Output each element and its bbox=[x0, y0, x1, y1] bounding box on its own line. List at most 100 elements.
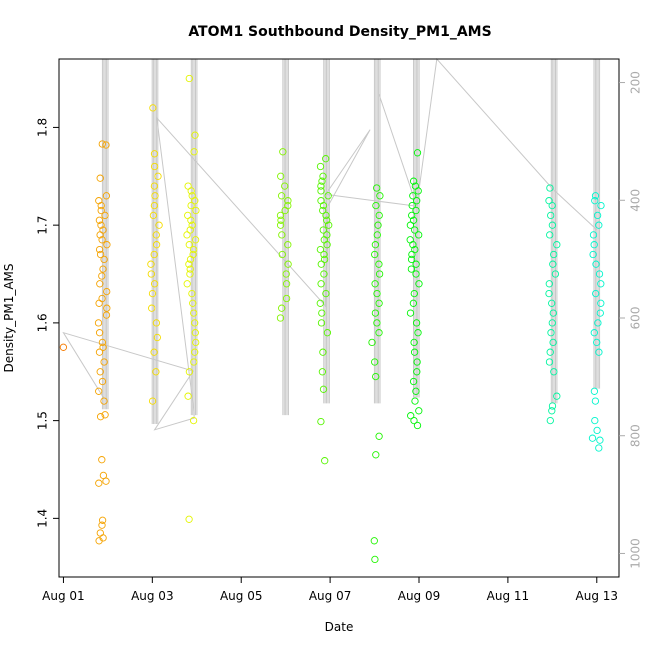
scatter-points bbox=[59, 74, 605, 564]
data-point bbox=[148, 397, 157, 405]
data-point bbox=[545, 289, 553, 298]
x-axis-label: Date bbox=[325, 620, 354, 634]
x-tick-label: Aug 07 bbox=[309, 589, 352, 603]
data-point bbox=[546, 231, 554, 239]
data-point bbox=[545, 358, 554, 366]
data-point bbox=[323, 231, 331, 239]
data-point bbox=[546, 416, 554, 425]
data-point bbox=[95, 299, 103, 307]
x-tick-label: Aug 13 bbox=[576, 589, 619, 603]
data-point bbox=[191, 329, 199, 337]
data-point bbox=[191, 348, 199, 356]
data-point bbox=[553, 241, 561, 249]
y2-tick-label: 400 bbox=[629, 189, 643, 212]
data-point bbox=[100, 255, 108, 264]
data-point bbox=[318, 368, 327, 376]
data-point bbox=[591, 197, 599, 205]
data-point bbox=[409, 299, 418, 307]
x-tick-label: Aug 11 bbox=[487, 589, 530, 603]
plot-area-frame bbox=[58, 58, 620, 578]
data-point bbox=[97, 206, 105, 215]
data-point bbox=[184, 392, 192, 400]
data-point bbox=[373, 289, 381, 298]
data-point bbox=[102, 141, 110, 149]
data-point bbox=[375, 299, 383, 307]
data-point bbox=[589, 231, 598, 239]
data-point bbox=[192, 206, 200, 215]
data-point bbox=[320, 270, 328, 278]
data-point bbox=[282, 294, 291, 303]
data-point bbox=[149, 211, 158, 220]
data-point bbox=[191, 319, 199, 327]
data-point bbox=[317, 187, 325, 195]
data-point bbox=[368, 338, 376, 347]
data-point bbox=[411, 182, 420, 190]
data-point bbox=[546, 184, 554, 192]
data-point bbox=[185, 368, 194, 376]
data-point bbox=[150, 348, 158, 356]
data-point bbox=[549, 309, 557, 317]
data-point bbox=[588, 434, 597, 442]
data-point bbox=[191, 236, 200, 244]
x-tick-label: Aug 01 bbox=[42, 589, 85, 603]
data-point bbox=[95, 197, 103, 205]
data-point bbox=[98, 272, 106, 280]
data-point bbox=[95, 245, 104, 254]
data-point bbox=[549, 260, 557, 268]
data-point bbox=[320, 255, 329, 264]
data-point bbox=[99, 343, 107, 351]
data-point bbox=[592, 260, 600, 268]
data-point bbox=[374, 221, 382, 229]
data-point bbox=[595, 444, 603, 452]
data-point bbox=[318, 177, 326, 185]
data-point bbox=[277, 216, 285, 224]
data-point bbox=[322, 211, 330, 220]
data-point bbox=[148, 304, 156, 312]
data-point bbox=[596, 309, 604, 317]
data-point bbox=[152, 231, 160, 239]
y2-tick-label: 800 bbox=[629, 424, 643, 447]
data-point bbox=[184, 211, 192, 220]
data-point bbox=[319, 226, 327, 234]
data-point bbox=[319, 348, 327, 356]
data-point bbox=[95, 537, 103, 545]
data-point bbox=[319, 172, 327, 180]
x-tick-label: Aug 05 bbox=[220, 589, 263, 603]
data-point bbox=[549, 338, 557, 347]
data-point bbox=[190, 358, 198, 366]
data-point bbox=[410, 348, 419, 356]
data-point bbox=[192, 338, 200, 347]
data-point bbox=[277, 172, 285, 180]
data-point bbox=[319, 385, 328, 393]
data-point bbox=[281, 182, 289, 190]
data-point bbox=[316, 299, 324, 307]
data-point bbox=[595, 348, 603, 356]
data-point bbox=[408, 211, 416, 220]
data-point bbox=[376, 192, 384, 200]
data-point bbox=[596, 436, 604, 444]
data-point bbox=[415, 231, 423, 239]
data-point bbox=[155, 221, 163, 229]
data-point bbox=[282, 270, 290, 278]
data-point bbox=[98, 140, 106, 148]
data-point bbox=[150, 201, 159, 210]
data-point bbox=[375, 260, 383, 268]
data-point bbox=[595, 221, 603, 229]
data-point bbox=[412, 387, 420, 395]
data-point bbox=[408, 201, 416, 210]
data-point bbox=[319, 206, 327, 215]
data-point bbox=[591, 397, 600, 405]
data-point bbox=[413, 197, 421, 205]
data-point bbox=[597, 201, 605, 210]
data-point bbox=[595, 270, 604, 278]
data-point bbox=[407, 265, 416, 273]
data-point bbox=[147, 260, 155, 268]
data-point bbox=[317, 260, 325, 268]
data-point bbox=[548, 221, 557, 229]
data-point bbox=[375, 211, 383, 220]
data-point bbox=[187, 201, 195, 210]
data-point bbox=[550, 368, 558, 376]
data-point bbox=[591, 416, 599, 425]
y-tick-label: 1.4 bbox=[36, 509, 50, 528]
data-point bbox=[95, 387, 103, 395]
